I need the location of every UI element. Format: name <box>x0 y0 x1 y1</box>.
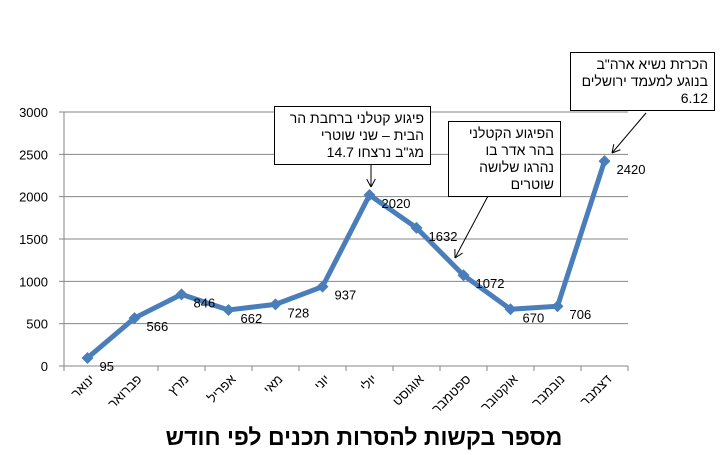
data-label: 2420 <box>617 162 646 177</box>
y-tick-label: 1000 <box>19 274 48 289</box>
y-tick-label: 3000 <box>19 105 48 120</box>
annotation-line: פיגוע קטלני ברחבת הר <box>289 110 424 126</box>
data-label: 1072 <box>476 276 505 291</box>
annotation-line: הפיגוע הקטלני <box>468 125 554 141</box>
y-tick-label: 2000 <box>19 190 48 205</box>
data-point <box>457 269 470 282</box>
y-tick-label: 2500 <box>19 147 48 162</box>
annotation-line: מג"ב נרצחו 14.7 <box>326 144 424 160</box>
x-tick-label: מרץ <box>165 372 191 398</box>
x-tick-label: דצמבר <box>577 372 614 409</box>
data-point <box>269 298 282 311</box>
annotation-december: הכרזת נשיא ארה"ב בנוגע למעמד ירושלים 6.12 <box>570 52 715 111</box>
x-tick-label: אוגוסט <box>390 372 427 409</box>
arrow-head <box>611 149 621 154</box>
data-label: 670 <box>523 310 545 325</box>
x-tick-label: יוני <box>311 372 332 393</box>
data-point <box>316 280 329 293</box>
y-tick-label: 500 <box>26 317 48 332</box>
x-tick-label: אפריל <box>204 372 238 406</box>
data-point <box>222 303 235 316</box>
data-point <box>410 221 423 234</box>
y-tick-label: 1500 <box>19 232 48 247</box>
x-tick-label: ספטמבר <box>429 372 474 417</box>
chart-title: מספר בקשות להסרות תכנים לפי חודש <box>165 424 563 450</box>
annotation-line: 6.12 <box>680 90 708 106</box>
data-point <box>128 312 141 325</box>
annotation-arrow <box>611 112 647 154</box>
data-point <box>504 303 517 316</box>
data-point <box>175 288 188 301</box>
data-label: 728 <box>288 305 310 320</box>
data-label: 846 <box>194 295 216 310</box>
annotation-line: בנוגע למעמד ירושלים <box>581 73 708 89</box>
data-point <box>81 351 94 364</box>
x-tick-label: נובמבר <box>529 372 568 411</box>
data-label: 566 <box>147 319 169 334</box>
x-tick-label: יולי <box>357 372 380 395</box>
series-line <box>85 160 607 360</box>
x-tick-label: ינואר <box>68 372 98 402</box>
data-label: 1632 <box>429 229 458 244</box>
arrow-head <box>454 252 463 259</box>
arrow-head <box>611 144 615 154</box>
x-tick-label: מאי <box>261 372 286 397</box>
data-label: 662 <box>241 311 263 326</box>
annotation-line: בהר אדר בו <box>485 142 554 158</box>
annotation-july: פיגוע קטלני ברחבת הר הבית – שני שוטרי מג"ב… <box>274 106 431 165</box>
data-label: 937 <box>335 288 357 303</box>
annotation-line: שוטרים <box>510 176 554 192</box>
data-label: 706 <box>570 307 592 322</box>
arrow-head <box>370 178 376 188</box>
y-tick-label: 0 <box>41 359 48 374</box>
annotation-line: נהרגו שלושה <box>479 159 554 175</box>
x-tick-label: פברואר <box>105 371 145 411</box>
annotation-september: הפיגוע הקטלני בהר אדר בו נהרגו שלושה שוטרים <box>448 121 561 197</box>
annotation-line: הכרזת נשיא ארה"ב <box>596 56 708 72</box>
data-point <box>363 188 376 201</box>
arrow-head <box>366 178 372 188</box>
x-tick-label: אוקטובר <box>478 372 521 415</box>
annotation-arrow <box>454 195 489 259</box>
annotation-line: הבית – שני שוטרי <box>320 127 424 143</box>
data-point <box>551 300 564 313</box>
data-label: 95 <box>100 359 114 374</box>
data-point <box>598 155 611 168</box>
data-label: 2020 <box>382 196 411 211</box>
